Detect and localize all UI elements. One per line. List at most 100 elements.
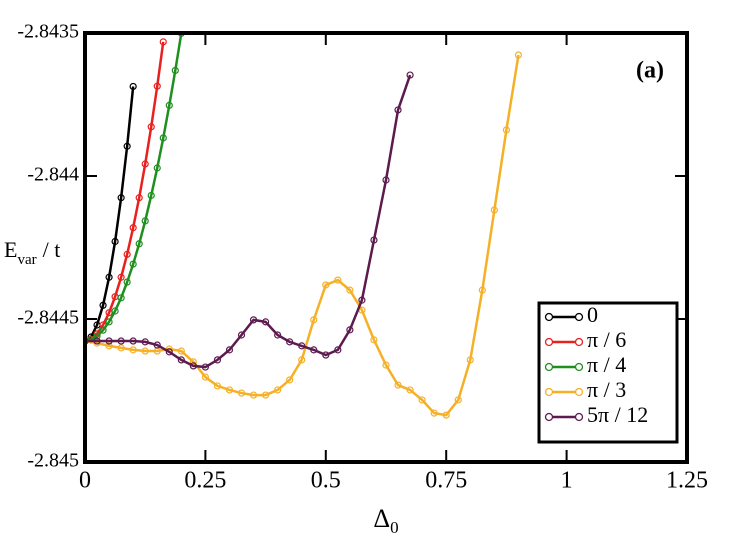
series bbox=[85, 33, 185, 345]
data-point bbox=[262, 391, 270, 399]
data-point bbox=[382, 361, 390, 369]
data-point bbox=[442, 411, 450, 419]
data-point bbox=[225, 346, 234, 354]
legend-marker bbox=[544, 387, 554, 397]
legend-marker bbox=[544, 412, 554, 422]
data-point bbox=[262, 318, 270, 326]
x-tick-label: 0.5 bbox=[311, 468, 341, 494]
x-tick-label: 0 bbox=[79, 468, 91, 494]
legend-marker bbox=[574, 362, 584, 372]
data-point bbox=[129, 337, 137, 345]
data-point bbox=[514, 51, 523, 59]
x-label-main: Δ bbox=[373, 504, 390, 533]
legend-marker bbox=[544, 362, 554, 372]
legend-label: π / 4 bbox=[587, 352, 626, 377]
data-point bbox=[358, 296, 366, 304]
data-point bbox=[322, 281, 330, 289]
x-axis-label: Δ0 bbox=[373, 504, 398, 537]
data-point bbox=[135, 194, 143, 202]
data-point bbox=[189, 362, 197, 370]
data-point bbox=[99, 326, 107, 334]
series-line bbox=[85, 54, 520, 417]
data-point bbox=[298, 356, 306, 364]
series-line bbox=[85, 33, 183, 343]
data-point bbox=[105, 273, 113, 281]
legend-label: π / 6 bbox=[587, 327, 626, 352]
y-label-sub: var bbox=[17, 252, 36, 268]
series bbox=[85, 71, 414, 371]
data-point bbox=[129, 82, 137, 91]
data-point bbox=[105, 337, 113, 345]
series-line bbox=[85, 74, 412, 369]
y-tick-label: -2.8435 bbox=[17, 21, 79, 43]
series-line bbox=[85, 86, 135, 343]
data-point bbox=[141, 347, 149, 355]
plot-frame bbox=[83, 31, 689, 464]
data-point bbox=[177, 347, 185, 355]
data-point bbox=[153, 164, 161, 172]
data-point bbox=[478, 286, 486, 294]
legend-label: 5π / 12 bbox=[587, 402, 648, 427]
data-point bbox=[213, 356, 222, 364]
data-point bbox=[85, 337, 89, 345]
data-point bbox=[147, 123, 155, 131]
data-point bbox=[165, 101, 173, 109]
legend-box bbox=[537, 301, 679, 444]
data-point bbox=[153, 341, 161, 349]
data-point bbox=[129, 346, 137, 354]
data-point bbox=[117, 194, 125, 202]
series bbox=[85, 82, 137, 345]
data-point bbox=[370, 236, 378, 244]
data-point bbox=[123, 278, 131, 286]
data-point bbox=[105, 342, 113, 350]
series bbox=[85, 51, 523, 419]
data-point bbox=[394, 381, 402, 389]
data-point bbox=[334, 276, 342, 284]
data-point bbox=[394, 106, 402, 114]
data-point bbox=[322, 351, 330, 359]
data-point bbox=[129, 260, 137, 268]
legend-marker bbox=[544, 337, 554, 347]
legend-marker bbox=[574, 337, 584, 347]
y-label-main: E bbox=[4, 237, 17, 262]
data-point bbox=[93, 332, 101, 340]
data-point bbox=[346, 326, 354, 334]
data-point bbox=[111, 307, 119, 315]
data-point bbox=[159, 38, 167, 46]
data-point bbox=[117, 344, 125, 352]
data-point bbox=[346, 286, 354, 294]
data-point bbox=[141, 338, 149, 346]
y-tick-label: -2.8445 bbox=[17, 307, 79, 329]
y-label-rest: / t bbox=[43, 237, 61, 262]
data-point bbox=[117, 337, 125, 345]
data-point bbox=[298, 342, 306, 350]
data-point bbox=[93, 337, 101, 345]
legend-marker bbox=[574, 312, 584, 322]
data-point bbox=[370, 336, 378, 344]
data-point bbox=[159, 134, 167, 142]
data-point bbox=[123, 250, 131, 258]
x-tick-label: 0.25 bbox=[184, 468, 226, 494]
data-point bbox=[171, 66, 179, 75]
data-point bbox=[310, 316, 318, 324]
data-point bbox=[274, 386, 282, 394]
data-point bbox=[201, 363, 209, 371]
data-point bbox=[286, 338, 294, 346]
data-point bbox=[201, 373, 209, 381]
data-point bbox=[225, 386, 234, 394]
data-point bbox=[117, 294, 125, 302]
data-point bbox=[135, 240, 143, 248]
legend-label: 0 bbox=[587, 302, 598, 327]
x-tick-label: 0.75 bbox=[425, 468, 467, 494]
data-point bbox=[141, 160, 149, 168]
data-point bbox=[418, 396, 426, 404]
data-point bbox=[141, 217, 149, 225]
data-point bbox=[165, 348, 173, 356]
legend-marker bbox=[574, 387, 584, 397]
data-point bbox=[249, 316, 258, 324]
series-line bbox=[85, 41, 165, 343]
legend-marker bbox=[544, 312, 554, 322]
data-point bbox=[123, 142, 131, 150]
data-point bbox=[147, 191, 155, 200]
